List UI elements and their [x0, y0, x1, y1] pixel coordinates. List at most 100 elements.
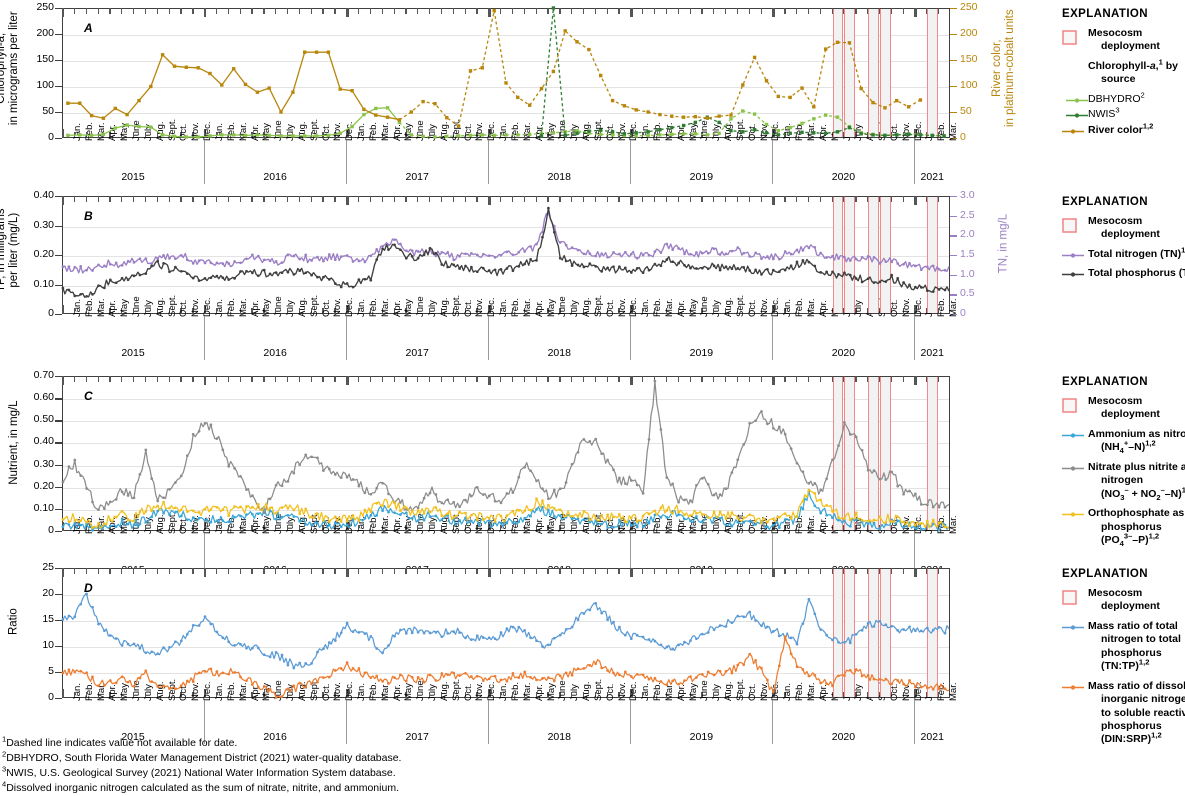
series-layer-panel-D: [61, 592, 950, 699]
series-marker: [446, 250, 450, 254]
series-marker: [132, 523, 136, 527]
x-tick-mark-top: [701, 8, 703, 14]
series-marker: [831, 254, 834, 258]
series-marker: [819, 498, 823, 502]
series-marker: [890, 273, 894, 277]
x-tick-mark-bottom: [180, 132, 182, 138]
legend-entry-series[interactable]: Orthophosphate as phosphorus (PO43––P)1,2: [1062, 507, 1185, 547]
gridline: [63, 35, 949, 36]
x-tick-mark-top: [440, 8, 443, 14]
series-marker: [85, 592, 88, 596]
series-marker: [103, 507, 106, 511]
series-marker: [741, 109, 745, 113]
series-marker: [113, 126, 117, 130]
x-tick-mark-bottom: [819, 132, 822, 138]
x-tick-mark-top: [393, 196, 395, 202]
legend-entry-series[interactable]: River color1,2: [1062, 122, 1185, 137]
series-marker: [357, 259, 361, 263]
series-marker: [339, 285, 343, 289]
y-tick-mark-left: [55, 284, 62, 286]
series-marker: [908, 524, 911, 528]
series-marker: [185, 258, 189, 262]
legend-entry-series[interactable]: NWIS3: [1062, 106, 1185, 121]
x-tick-mark-bottom: [464, 525, 466, 531]
y-tick-label-left: 0.40: [33, 435, 54, 448]
x-tick-mark-top: [133, 196, 135, 202]
series-marker: [653, 639, 657, 643]
legend-entry-series[interactable]: Mass ratio of total nitrogen to total phos…: [1062, 620, 1185, 674]
series-marker: [409, 133, 413, 137]
series-marker: [316, 680, 319, 684]
panel-letter-C: C: [84, 389, 93, 403]
legend-entry-series[interactable]: Total phosphorus (TP)1,2: [1062, 267, 1185, 280]
series-marker: [547, 503, 550, 507]
series-marker: [813, 245, 817, 249]
series-marker: [499, 631, 503, 634]
series-marker: [523, 516, 527, 520]
x-tick-mark-bottom: [417, 525, 419, 531]
series-marker: [446, 498, 450, 502]
x-tick-mark-top: [298, 376, 301, 382]
series-marker: [255, 90, 260, 94]
series-marker: [67, 614, 71, 618]
series-marker: [470, 494, 473, 498]
series-marker: [314, 134, 319, 138]
series-marker: [286, 663, 290, 667]
x-tick-mark-bottom: [701, 692, 703, 698]
series-marker: [274, 271, 278, 274]
series-marker: [517, 250, 521, 254]
x-tick-mark-bottom: [594, 132, 597, 138]
series-marker: [174, 257, 177, 261]
x-tick-mark-top: [606, 568, 608, 574]
x-tick-mark-top: [713, 8, 715, 14]
series-marker: [612, 515, 615, 519]
series-marker: [350, 124, 354, 129]
series-marker: [504, 133, 508, 137]
legend-entry-mesocosm-deployment[interactable]: Mesocosm deployment: [1062, 587, 1185, 614]
series-marker: [280, 653, 284, 657]
legend-entry-mesocosm-deployment[interactable]: Mesocosm deployment: [1062, 215, 1185, 242]
series-marker: [754, 619, 757, 622]
x-tick-mark-bottom: [902, 692, 904, 698]
series-marker: [777, 270, 781, 274]
x-tick-mark-top: [405, 376, 407, 382]
series-marker: [671, 260, 675, 264]
legend-entry-mesocosm-deployment[interactable]: Mesocosm deployment: [1062, 395, 1185, 422]
series-marker: [267, 86, 271, 90]
legend-entry-series[interactable]: Ammonium as nitrogen(NH4+–N)1,2: [1062, 428, 1185, 455]
series-marker: [552, 507, 556, 510]
legend-entry-series[interactable]: DBHYDRO2: [1062, 91, 1185, 106]
legend-spacer: [1062, 60, 1086, 63]
series-marker: [351, 260, 355, 263]
x-tick-mark-top: [369, 568, 372, 574]
x-tick-mark-top: [251, 568, 253, 574]
x-tick-mark-bottom: [748, 132, 751, 138]
legend-entry-series[interactable]: Nitrate plus nitrite as nitrogen (NO3– + N…: [1062, 461, 1185, 501]
legend-entry-series[interactable]: Total nitrogen (TN)1,2: [1062, 246, 1185, 261]
legend-entry-series[interactable]: Mass ratio of dissolvedinorganic nitroge…: [1062, 680, 1185, 747]
series-marker: [576, 517, 580, 521]
x-tick-mark-bottom: [606, 308, 608, 314]
series-marker: [629, 252, 633, 256]
x-year-label: 2019: [689, 731, 714, 743]
x-tick-mark-top: [180, 196, 182, 202]
x-tick-mark-bottom: [476, 525, 478, 531]
series-marker: [316, 275, 319, 279]
x-tick-mark-top: [748, 376, 751, 382]
series-marker: [800, 130, 804, 134]
year-divider: [204, 533, 206, 577]
x-tick-mark-bottom: [464, 692, 466, 698]
series-marker: [197, 259, 201, 263]
legend-entry-mesocosm-deployment[interactable]: Mesocosm deployment: [1062, 27, 1185, 54]
series-marker: [695, 637, 698, 641]
series-marker: [535, 508, 538, 511]
y-tick-mark-left: [55, 531, 62, 533]
x-tick-mark-bottom: [369, 132, 372, 138]
series-marker: [878, 515, 882, 519]
series-marker: [819, 628, 823, 631]
x-tick-mark-top: [535, 568, 537, 574]
x-tick-mark-top: [938, 376, 940, 382]
series-marker: [298, 661, 302, 665]
series-marker: [859, 86, 863, 91]
series-marker: [576, 263, 580, 267]
